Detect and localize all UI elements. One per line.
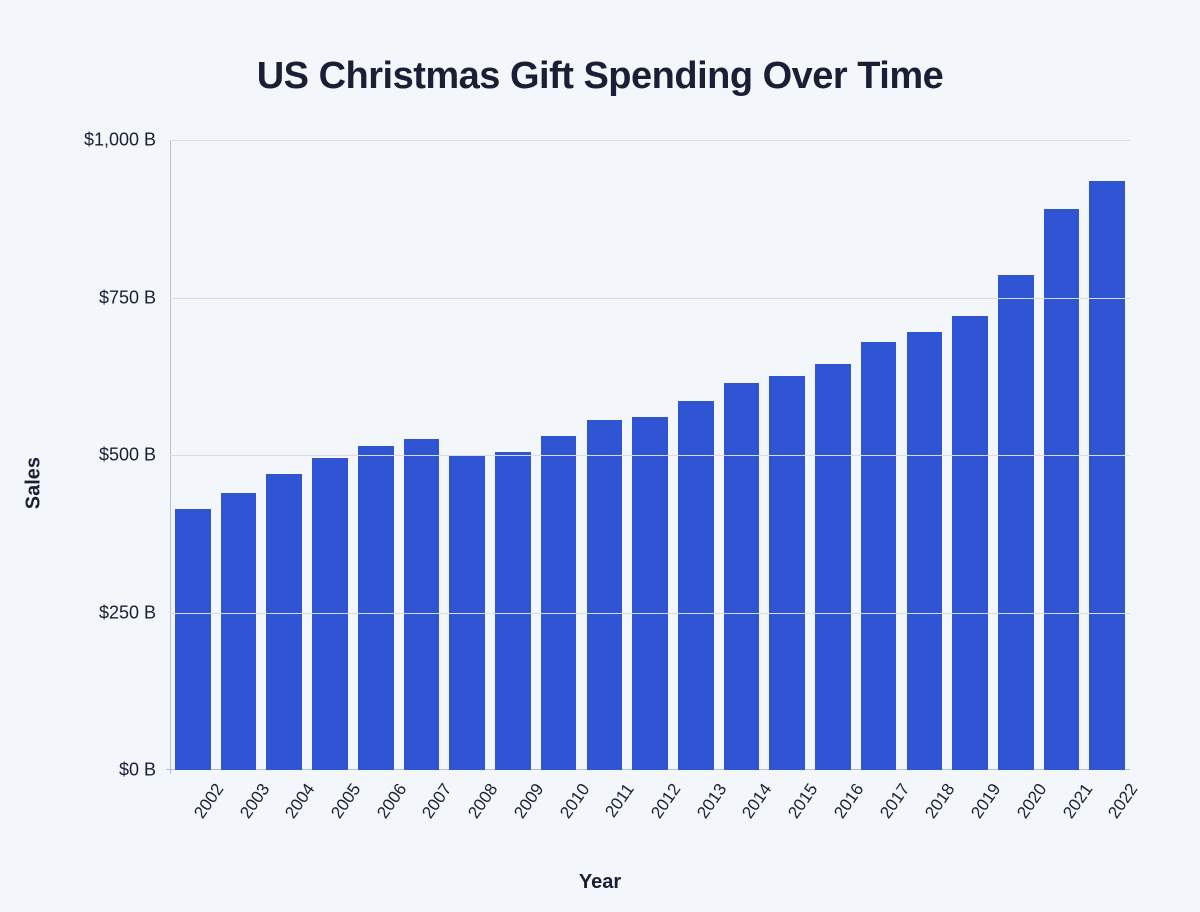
bar [404, 439, 440, 770]
bar [861, 342, 897, 770]
chart-area: Sales 2002200320042005200620072008200920… [40, 140, 1160, 840]
x-tick-label: 2022 [1104, 780, 1142, 822]
x-tick-label: 2012 [647, 780, 685, 822]
bar [632, 417, 668, 770]
bar [266, 474, 302, 770]
x-tick-label: 2008 [464, 780, 502, 822]
x-tick-label: 2014 [739, 780, 777, 822]
bar [952, 316, 988, 770]
bar [358, 446, 394, 770]
x-tick-label: 2020 [1013, 780, 1051, 822]
grid-line [170, 298, 1130, 299]
x-tick-label: 2002 [190, 780, 228, 822]
bar [221, 493, 257, 770]
x-tick-label: 2018 [922, 780, 960, 822]
y-tick-label: $250 B [99, 602, 170, 623]
x-tick-label: 2009 [510, 780, 548, 822]
chart-container: US Christmas Gift Spending Over Time Sal… [0, 0, 1200, 912]
y-axis-title: Sales [23, 457, 46, 509]
x-tick-label: 2010 [556, 780, 594, 822]
grid-line [170, 455, 1130, 456]
bar [175, 509, 211, 770]
bar [724, 383, 760, 770]
x-tick-label: 2021 [1059, 780, 1097, 822]
bar [1044, 209, 1080, 770]
bar [678, 401, 714, 770]
chart-title: US Christmas Gift Spending Over Time [40, 55, 1160, 98]
bar [815, 364, 851, 770]
x-tick-label: 2006 [373, 780, 411, 822]
x-tick-label: 2016 [830, 780, 868, 822]
x-tick-label: 2011 [602, 780, 639, 821]
x-tick-label: 2003 [236, 780, 274, 822]
plot-area: 2002200320042005200620072008200920102011… [170, 140, 1130, 770]
y-tick-label: $0 B [119, 760, 170, 781]
y-tick-label: $1,000 B [84, 130, 170, 151]
x-tick-label: 2005 [327, 780, 365, 822]
x-tick-label: 2004 [282, 780, 320, 822]
x-tick-label: 2007 [419, 780, 457, 822]
bar [541, 436, 577, 770]
bar [769, 376, 805, 770]
bar [998, 275, 1034, 770]
grid-line [170, 613, 1130, 614]
bar [587, 420, 623, 770]
y-tick-label: $750 B [99, 287, 170, 308]
x-tick-label: 2017 [876, 780, 914, 822]
bar [312, 458, 348, 770]
x-axis-title: Year [579, 871, 621, 894]
bar [495, 452, 531, 770]
y-tick-label: $500 B [99, 445, 170, 466]
bar [1089, 181, 1125, 770]
x-tick-label: 2013 [693, 780, 731, 822]
x-tick-label: 2015 [784, 780, 822, 822]
grid-line [170, 140, 1130, 141]
bar [907, 332, 943, 770]
x-tick-label: 2019 [967, 780, 1005, 822]
